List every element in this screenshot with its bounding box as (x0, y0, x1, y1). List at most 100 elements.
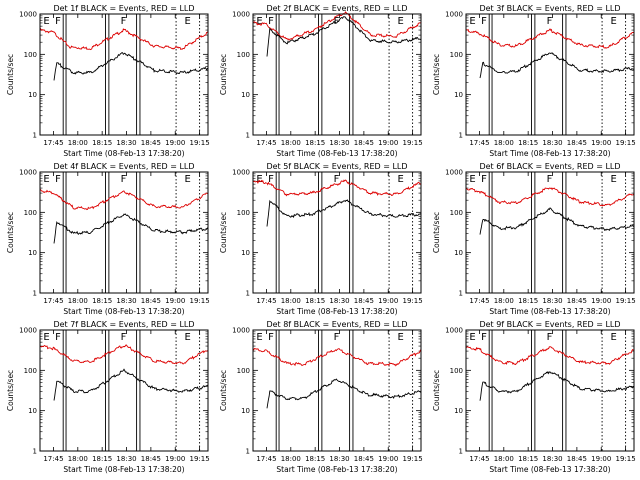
plot-frame (252, 329, 422, 452)
x-tick-label: 19:15 (190, 139, 210, 147)
x-tick-label: 17:45 (256, 139, 276, 147)
interval-marker: F (481, 16, 487, 27)
x-tick-label: 18:45 (567, 455, 587, 463)
interval-marker: E (43, 332, 49, 343)
chart-panel-3: Det 3f BLACK = Events, RED = LLD Counts/s… (432, 4, 636, 158)
interval-marker: E (469, 174, 475, 185)
interval-marker: F (121, 332, 127, 343)
interval-marker: E (184, 174, 190, 185)
x-axis-label: Start Time (08-Feb-13 17:38:20) (63, 149, 184, 158)
x-tick-label: 17:45 (469, 297, 489, 305)
y-tick-label: 100 (237, 51, 250, 59)
y-tick-label: 100 (450, 51, 463, 59)
plot-frame (252, 13, 422, 136)
interval-marker: F (55, 332, 61, 343)
y-axis-label: Counts/sec (219, 370, 228, 411)
x-tick-label: 19:15 (403, 455, 423, 463)
interval-marker: F (55, 174, 61, 185)
series-line-lld (252, 11, 421, 41)
y-tick-label: 10 (28, 407, 37, 415)
x-tick-label: 19:15 (403, 139, 423, 147)
x-tick-label: 18:30 (542, 297, 562, 305)
x-tick-label: 18:00 (281, 455, 301, 463)
interval-marker: E (184, 332, 190, 343)
chart-title: Det 4f BLACK = Events, RED = LLD (53, 162, 194, 171)
plot-frame (39, 13, 209, 136)
y-tick-label: 10 (241, 249, 250, 257)
y-tick-label: 100 (450, 367, 463, 375)
interval-marker: F (121, 174, 127, 185)
series-line-events (53, 213, 209, 244)
y-tick-label: 10 (241, 407, 250, 415)
x-tick-label: 19:15 (616, 297, 636, 305)
chart-panel-4: Det 4f BLACK = Events, RED = LLD Counts/s… (6, 162, 210, 316)
x-tick-label: 18:45 (354, 297, 374, 305)
series-line-lld (465, 187, 635, 207)
x-tick-label: 18:30 (329, 455, 349, 463)
y-tick-label: 1000 (232, 169, 250, 177)
chart-panel-9: Det 9f BLACK = Events, RED = LLD Counts/s… (432, 320, 636, 474)
x-axis-label: Start Time (08-Feb-13 17:38:20) (63, 465, 184, 474)
x-tick-label: 18:45 (567, 297, 587, 305)
y-tick-label: 1000 (445, 11, 463, 19)
x-tick-label: 18:15 (92, 455, 112, 463)
y-tick-label: 1 (459, 132, 463, 140)
interval-marker: F (547, 174, 553, 185)
x-tick-label: 19:00 (165, 139, 185, 147)
interval-marker: E (397, 332, 403, 343)
x-tick-label: 18:45 (141, 297, 161, 305)
chart-title: Det 9f BLACK = Events, RED = LLD (479, 320, 620, 329)
x-tick-label: 18:45 (141, 455, 161, 463)
interval-marker: F (547, 332, 553, 343)
x-tick-label: 17:45 (469, 139, 489, 147)
x-tick-label: 19:00 (378, 455, 398, 463)
interval-marker: E (397, 16, 403, 27)
plot-frame (465, 13, 635, 136)
x-tick-label: 18:15 (92, 139, 112, 147)
y-tick-label: 100 (24, 209, 37, 217)
interval-marker: F (121, 16, 127, 27)
x-tick-label: 19:00 (165, 455, 185, 463)
x-axis-label: Start Time (08-Feb-13 17:38:20) (489, 307, 610, 316)
chart-panel-5: Det 5f BLACK = Events, RED = LLD Counts/s… (219, 162, 423, 316)
chart-panel-6: Det 6f BLACK = Events, RED = LLD Counts/s… (432, 162, 636, 316)
x-tick-label: 18:15 (305, 297, 325, 305)
y-tick-label: 1000 (445, 327, 463, 335)
y-axis-label: Counts/sec (432, 212, 441, 253)
x-tick-label: 17:45 (43, 455, 63, 463)
plot-frame (465, 329, 635, 452)
x-tick-label: 18:30 (116, 455, 136, 463)
chart-title: Det 3f BLACK = Events, RED = LLD (479, 4, 620, 13)
x-tick-label: 17:45 (43, 139, 63, 147)
y-tick-label: 100 (237, 209, 250, 217)
chart-title: Det 5f BLACK = Events, RED = LLD (266, 162, 407, 171)
y-axis-label: Counts/sec (219, 212, 228, 253)
interval-marker: F (334, 332, 340, 343)
x-tick-label: 18:30 (329, 297, 349, 305)
chart-panel-1: Det 1f BLACK = Events, RED = LLD Counts/s… (6, 4, 210, 158)
interval-marker: E (610, 332, 616, 343)
x-tick-label: 18:15 (92, 297, 112, 305)
interval-marker: F (334, 16, 340, 27)
series-line-lld (252, 347, 422, 367)
y-tick-label: 1 (33, 132, 37, 140)
x-tick-label: 17:45 (469, 455, 489, 463)
x-tick-label: 18:45 (141, 139, 161, 147)
y-tick-label: 1 (246, 290, 250, 298)
y-tick-label: 1000 (19, 169, 37, 177)
x-tick-label: 18:15 (305, 139, 325, 147)
x-axis-label: Start Time (08-Feb-13 17:38:20) (63, 307, 184, 316)
x-tick-label: 18:15 (518, 297, 538, 305)
x-tick-label: 18:30 (329, 139, 349, 147)
x-tick-label: 19:00 (378, 139, 398, 147)
x-tick-label: 18:45 (354, 139, 374, 147)
series-line-lld (39, 188, 208, 211)
x-tick-label: 18:00 (494, 455, 514, 463)
x-axis-label: Start Time (08-Feb-13 17:38:20) (276, 149, 397, 158)
x-axis-label: Start Time (08-Feb-13 17:38:20) (276, 307, 397, 316)
x-tick-label: 17:45 (256, 455, 276, 463)
x-tick-label: 18:30 (542, 139, 562, 147)
interval-marker: F (547, 16, 553, 27)
y-tick-label: 1 (246, 132, 250, 140)
x-tick-label: 18:30 (542, 455, 562, 463)
